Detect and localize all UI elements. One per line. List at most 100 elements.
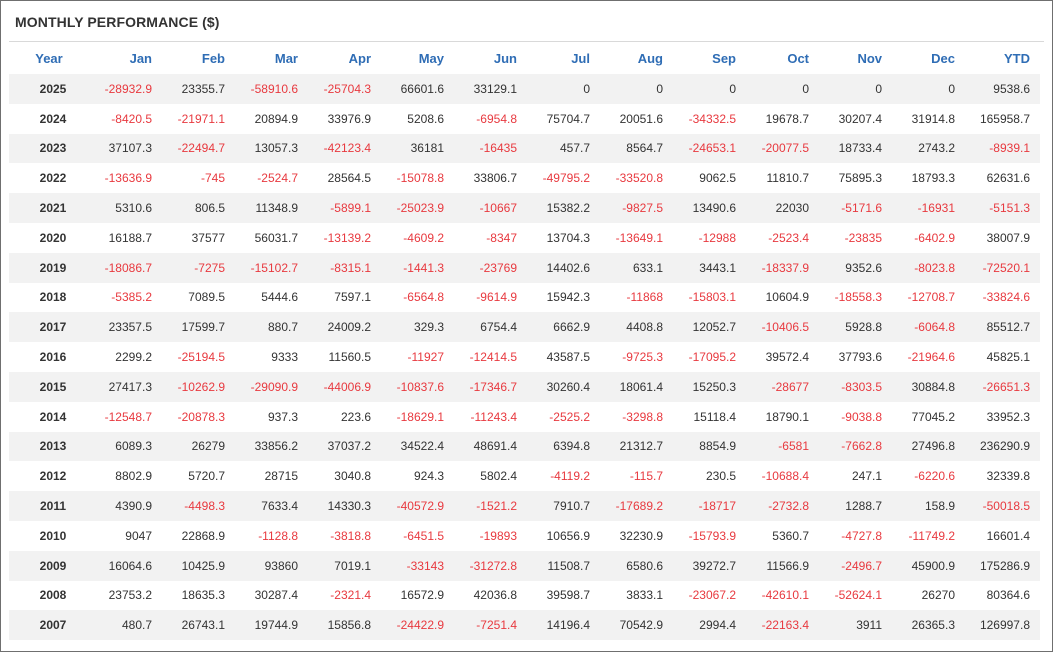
month-cell: 937.3 bbox=[235, 401, 308, 432]
month-cell: -25023.9 bbox=[381, 193, 454, 223]
column-header-mar: Mar bbox=[235, 42, 308, 74]
month-cell: 15856.8 bbox=[308, 610, 381, 641]
month-cell: -10837.6 bbox=[381, 371, 454, 402]
month-cell: -4609.2 bbox=[381, 222, 454, 253]
table-row: 2009 16064.6 10425.9 93860 7019.1 -33143 -3127… bbox=[9, 550, 1040, 581]
year-cell: 2015 bbox=[9, 371, 89, 402]
month-cell: -2496.7 bbox=[819, 550, 892, 581]
month-cell: -33520.8 bbox=[600, 163, 673, 194]
column-header-sep: Sep bbox=[673, 42, 746, 74]
month-cell: 223.6 bbox=[308, 401, 381, 432]
month-cell: -5385.2 bbox=[89, 282, 162, 313]
month-cell: 14330.3 bbox=[308, 491, 381, 521]
year-cell: 2025 bbox=[9, 74, 89, 104]
month-cell: 22030 bbox=[746, 193, 819, 223]
ytd-cell: 126997.8 bbox=[965, 610, 1040, 641]
month-cell: 15382.2 bbox=[527, 193, 600, 223]
column-header-feb: Feb bbox=[162, 42, 235, 74]
month-cell: 633.1 bbox=[600, 252, 673, 283]
month-cell: 11566.9 bbox=[746, 550, 819, 581]
month-cell: 11508.7 bbox=[527, 550, 600, 581]
month-cell: -15793.9 bbox=[673, 520, 746, 551]
month-cell: 13704.3 bbox=[527, 222, 600, 253]
month-cell: -15078.8 bbox=[381, 163, 454, 194]
month-cell: -20878.3 bbox=[162, 401, 235, 432]
month-cell: -13649.1 bbox=[600, 222, 673, 253]
month-cell: 33856.2 bbox=[235, 431, 308, 462]
month-cell: -1128.8 bbox=[235, 520, 308, 551]
month-cell: -9827.5 bbox=[600, 193, 673, 223]
ytd-cell: 16601.4 bbox=[965, 520, 1040, 551]
month-cell: 457.7 bbox=[527, 133, 600, 164]
ytd-cell: 236290.9 bbox=[965, 431, 1040, 462]
month-cell: 26743.1 bbox=[162, 610, 235, 641]
month-cell: 5360.7 bbox=[746, 520, 819, 551]
month-cell: -23769 bbox=[454, 252, 527, 283]
month-cell: -7251.4 bbox=[454, 610, 527, 641]
month-cell: 16064.6 bbox=[89, 550, 162, 581]
month-cell: 6394.8 bbox=[527, 431, 600, 462]
month-cell: -11927 bbox=[381, 342, 454, 372]
column-header-aug: Aug bbox=[600, 42, 673, 74]
month-cell: 33129.1 bbox=[454, 74, 527, 104]
month-cell: 19678.7 bbox=[746, 103, 819, 134]
ytd-cell: 9538.6 bbox=[965, 74, 1040, 104]
month-cell: 5802.4 bbox=[454, 461, 527, 492]
month-cell: 30287.4 bbox=[235, 580, 308, 611]
month-cell: 7019.1 bbox=[308, 550, 381, 581]
month-cell: 15118.4 bbox=[673, 401, 746, 432]
month-cell: 924.3 bbox=[381, 461, 454, 492]
month-cell: -49795.2 bbox=[527, 163, 600, 194]
month-cell: -18629.1 bbox=[381, 401, 454, 432]
year-cell: 2013 bbox=[9, 431, 89, 462]
month-cell: -58910.6 bbox=[235, 74, 308, 104]
month-cell: -5899.1 bbox=[308, 193, 381, 223]
month-cell: 26279 bbox=[162, 431, 235, 462]
month-cell: -4119.2 bbox=[527, 461, 600, 492]
table-row: 2017 23357.5 17599.7 880.7 24009.2 329.3 6754.… bbox=[9, 312, 1040, 343]
month-cell: -12414.5 bbox=[454, 342, 527, 372]
month-cell: 1288.7 bbox=[819, 491, 892, 521]
table-row: 2023 37107.3 -22494.7 13057.3 -42123.4 36181-… bbox=[9, 133, 1040, 164]
month-cell: 30207.4 bbox=[819, 103, 892, 134]
month-cell: 7089.5 bbox=[162, 282, 235, 313]
month-cell: 66601.6 bbox=[381, 74, 454, 104]
month-cell: 10656.9 bbox=[527, 520, 600, 551]
month-cell: -31272.8 bbox=[454, 550, 527, 581]
table-header: Year Jan Feb Mar Apr May Jun Jul Aug Sep Oct Nov Dec… bbox=[9, 42, 1040, 74]
month-cell: -17689.2 bbox=[600, 491, 673, 521]
year-cell: 2016 bbox=[9, 342, 89, 372]
year-cell: 2018 bbox=[9, 282, 89, 313]
month-cell: 14402.6 bbox=[527, 252, 600, 283]
month-cell: 0 bbox=[819, 74, 892, 104]
ytd-cell: -8939.1 bbox=[965, 133, 1040, 164]
month-cell: 7597.1 bbox=[308, 282, 381, 313]
table-row: 2008 23753.2 18635.3 30287.4 -2321.4 16572.9 4… bbox=[9, 580, 1040, 611]
month-cell: 18793.3 bbox=[892, 163, 965, 194]
year-cell: 2019 bbox=[9, 252, 89, 283]
month-cell: -2732.8 bbox=[746, 491, 819, 521]
month-cell: 42036.8 bbox=[454, 580, 527, 611]
column-header-ytd: YTD bbox=[965, 42, 1040, 74]
month-cell: 34522.4 bbox=[381, 431, 454, 462]
month-cell: 39572.4 bbox=[746, 342, 819, 372]
month-cell: -40572.9 bbox=[381, 491, 454, 521]
month-cell: 23753.2 bbox=[89, 580, 162, 611]
month-cell: 14196.4 bbox=[527, 610, 600, 641]
year-cell: 2011 bbox=[9, 491, 89, 521]
month-cell: -28932.9 bbox=[89, 74, 162, 104]
month-cell: 0 bbox=[746, 74, 819, 104]
month-cell: -9725.3 bbox=[600, 342, 673, 372]
table-row: 2012 8802.9 5720.7 28715 3040.8 924.3 5802.4 -4… bbox=[9, 461, 1040, 492]
month-cell: 5720.7 bbox=[162, 461, 235, 492]
ytd-cell: -50018.5 bbox=[965, 491, 1040, 521]
ytd-cell: 33952.3 bbox=[965, 401, 1040, 432]
month-cell: -21964.6 bbox=[892, 342, 965, 372]
month-cell: -17346.7 bbox=[454, 371, 527, 402]
month-cell: 0 bbox=[673, 74, 746, 104]
month-cell: -6581 bbox=[746, 431, 819, 462]
month-cell: -33143 bbox=[381, 550, 454, 581]
month-cell: 10425.9 bbox=[162, 550, 235, 581]
month-cell: 4408.8 bbox=[600, 312, 673, 343]
